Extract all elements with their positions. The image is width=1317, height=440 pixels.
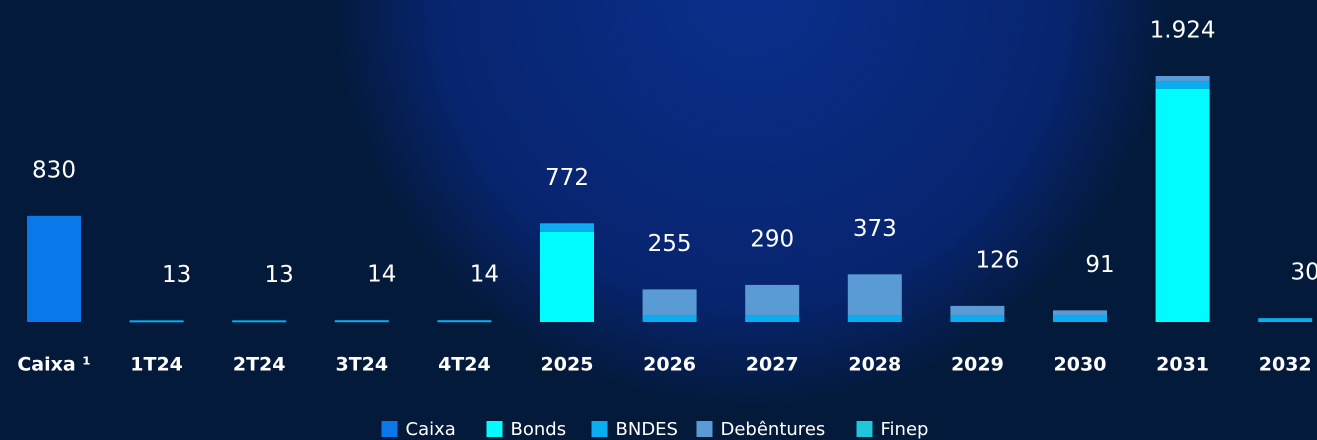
total-label: 290 <box>750 226 794 252</box>
legend-swatch <box>486 421 503 437</box>
legend-swatch <box>381 421 398 437</box>
bar-segment <box>1155 76 1210 82</box>
total-label: 126 <box>975 247 1019 273</box>
bar-segment <box>1053 315 1107 322</box>
bar-segment <box>847 274 902 316</box>
bar-segment <box>540 223 594 232</box>
total-label: 830 <box>32 157 76 183</box>
x-tick-label: 3T24 <box>335 354 388 376</box>
bar-segment <box>847 315 902 322</box>
bar-segment <box>950 315 1005 322</box>
bar-segment <box>642 315 697 322</box>
bar-segment <box>540 231 594 322</box>
bar-segment <box>1155 81 1210 89</box>
legend-label: Bonds <box>511 419 567 440</box>
total-label: 13 <box>265 262 294 288</box>
total-label: 91 <box>1085 252 1114 278</box>
total-label: 13 <box>162 262 191 288</box>
legend-label: Finep <box>881 419 929 440</box>
x-tick-label: 2027 <box>746 354 799 376</box>
legend-swatch <box>696 421 713 437</box>
x-tick-label: 2025 <box>541 354 594 376</box>
bar-segment <box>129 320 184 323</box>
x-tick-label: 2T24 <box>233 354 286 376</box>
total-label: 772 <box>545 165 589 191</box>
bar-segment <box>437 320 492 323</box>
x-tick-label: 2031 <box>1156 354 1209 376</box>
x-tick-label: 4T24 <box>438 354 491 376</box>
bar-segment <box>642 289 697 316</box>
x-tick-label: 2030 <box>1054 354 1107 376</box>
total-label: 14 <box>470 262 499 288</box>
bar-segment <box>27 215 81 322</box>
total-label: 1.924 <box>1150 18 1216 44</box>
bar-segment <box>1258 318 1313 322</box>
x-tick-label: 2028 <box>848 354 901 376</box>
legend-swatch <box>591 421 608 437</box>
bar-segment <box>1053 310 1107 316</box>
legend-swatch <box>856 421 873 437</box>
total-label: 30 <box>1291 260 1317 286</box>
x-tick-label: 2029 <box>951 354 1004 376</box>
legend-label: BNDES <box>616 419 678 440</box>
bar-segment <box>1155 88 1210 322</box>
bar-segment <box>334 320 389 323</box>
total-label: 255 <box>648 231 692 257</box>
x-tick-label: Caixa ¹ <box>17 354 90 376</box>
bar-segment <box>232 320 287 323</box>
legend-label: Caixa <box>406 419 456 440</box>
bar-segment <box>745 315 800 322</box>
bar-segment <box>745 284 800 316</box>
bar-segment <box>950 305 1005 316</box>
x-tick-label: 2026 <box>643 354 696 376</box>
total-label: 14 <box>367 262 396 288</box>
total-label: 373 <box>853 216 897 242</box>
x-tick-label: 2032 <box>1259 354 1312 376</box>
legend-label: Debêntures <box>721 419 826 440</box>
x-tick-label: 1T24 <box>130 354 183 376</box>
